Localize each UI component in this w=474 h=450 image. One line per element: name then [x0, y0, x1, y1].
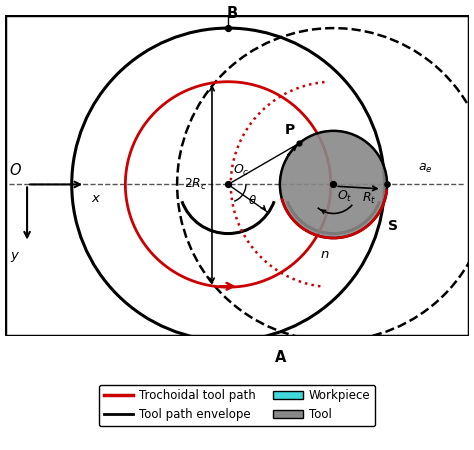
Text: $R_t$: $R_t$ — [362, 191, 376, 207]
Text: $\theta$: $\theta$ — [248, 194, 257, 207]
Circle shape — [72, 28, 384, 341]
Point — [383, 181, 391, 188]
Text: x: x — [91, 192, 99, 205]
Point — [224, 181, 232, 188]
Text: O: O — [9, 163, 21, 178]
Text: n: n — [320, 248, 329, 261]
Circle shape — [280, 131, 387, 238]
Ellipse shape — [58, 82, 201, 278]
Text: $O_t$: $O_t$ — [337, 189, 353, 204]
Text: $a_e$: $a_e$ — [418, 162, 432, 175]
Text: P: P — [284, 123, 294, 137]
Text: A: A — [275, 350, 286, 365]
Text: B: B — [227, 6, 238, 21]
Point — [224, 24, 232, 32]
Circle shape — [72, 28, 384, 341]
Legend: Trochoidal tool path, Tool path envelope, Workpiece, Tool: Trochoidal tool path, Tool path envelope… — [99, 385, 375, 426]
Text: c: c — [355, 0, 363, 3]
Point — [330, 181, 337, 188]
Text: y: y — [10, 249, 18, 262]
Text: S: S — [388, 219, 398, 233]
Point — [277, 337, 284, 344]
Point — [295, 140, 303, 147]
Text: $O_c$: $O_c$ — [233, 163, 250, 178]
Text: $2R_c$: $2R_c$ — [184, 177, 208, 192]
